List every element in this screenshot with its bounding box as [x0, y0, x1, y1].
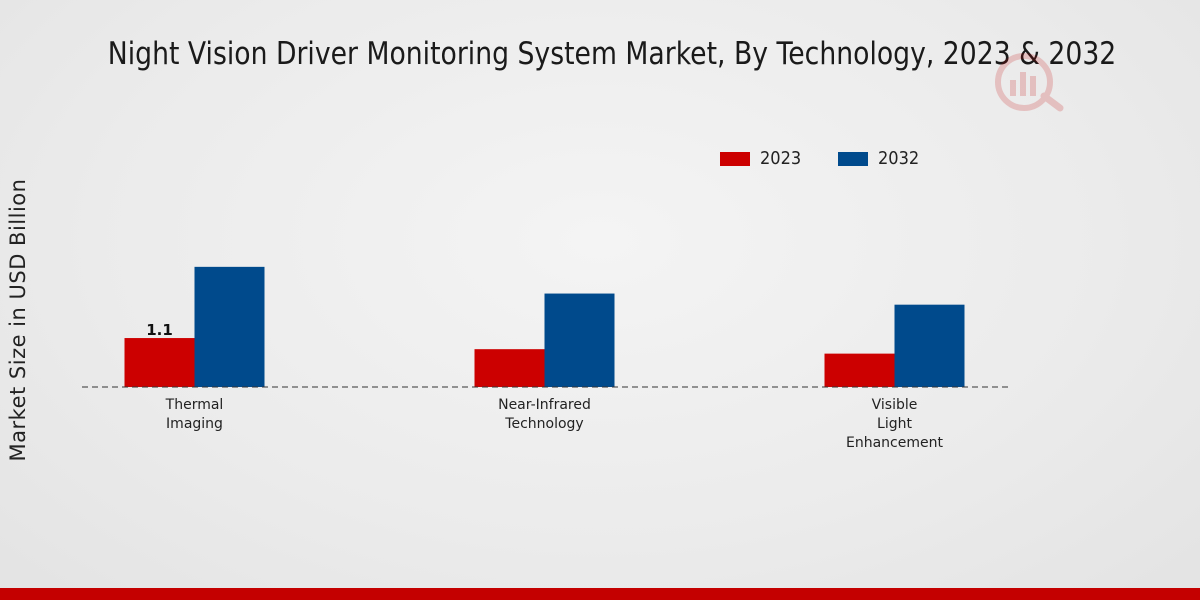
x-tick-label-1: Near-Infrared Technology: [498, 397, 591, 432]
chart-title: Night Vision Driver Monitoring System Ma…: [107, 36, 1117, 72]
x-tick-label-0-line-1: Imaging: [166, 416, 223, 432]
data-labels: 1.1: [146, 321, 173, 339]
x-tick-labels: Thermal Imaging Near-Infrared Technology Vis…: [165, 397, 944, 451]
legend-swatch-2023: [720, 151, 750, 166]
bar-2032-0: [194, 266, 265, 387]
bar-2032-2: [894, 304, 965, 387]
x-tick-label-0-line-0: Thermal: [165, 397, 224, 413]
bar-2032-1: [544, 293, 615, 387]
legend-label-2032: 2032: [878, 148, 920, 169]
legend-swatch-2032: [838, 151, 868, 166]
x-tick-label-0: Thermal Imaging: [165, 397, 224, 432]
legend-item-2032: 2032: [838, 148, 924, 169]
x-tick-label-1-line-0: Near-Infrared: [498, 397, 591, 413]
bottom-accent-bar: [0, 588, 1200, 600]
x-tick-label-2: Visible Light Enhancement: [846, 397, 943, 451]
bar-2023-1: [474, 349, 545, 387]
x-tick-label-2-line-2: Enhancement: [846, 435, 943, 451]
x-tick-label-1-line-1: Technology: [504, 416, 583, 432]
data-label-0: 1.1: [146, 321, 173, 339]
watermark-logo-icon: [995, 53, 1064, 112]
legend-label-2023: 2023: [760, 148, 802, 169]
bar-2023-2: [824, 353, 895, 387]
x-tick-label-2-line-1: Light: [877, 416, 912, 432]
legend-item-2023: 2023: [720, 148, 806, 169]
bars-group: [124, 266, 965, 387]
bar-2023-0: [124, 338, 195, 387]
x-tick-label-2-line-0: Visible: [872, 397, 918, 413]
